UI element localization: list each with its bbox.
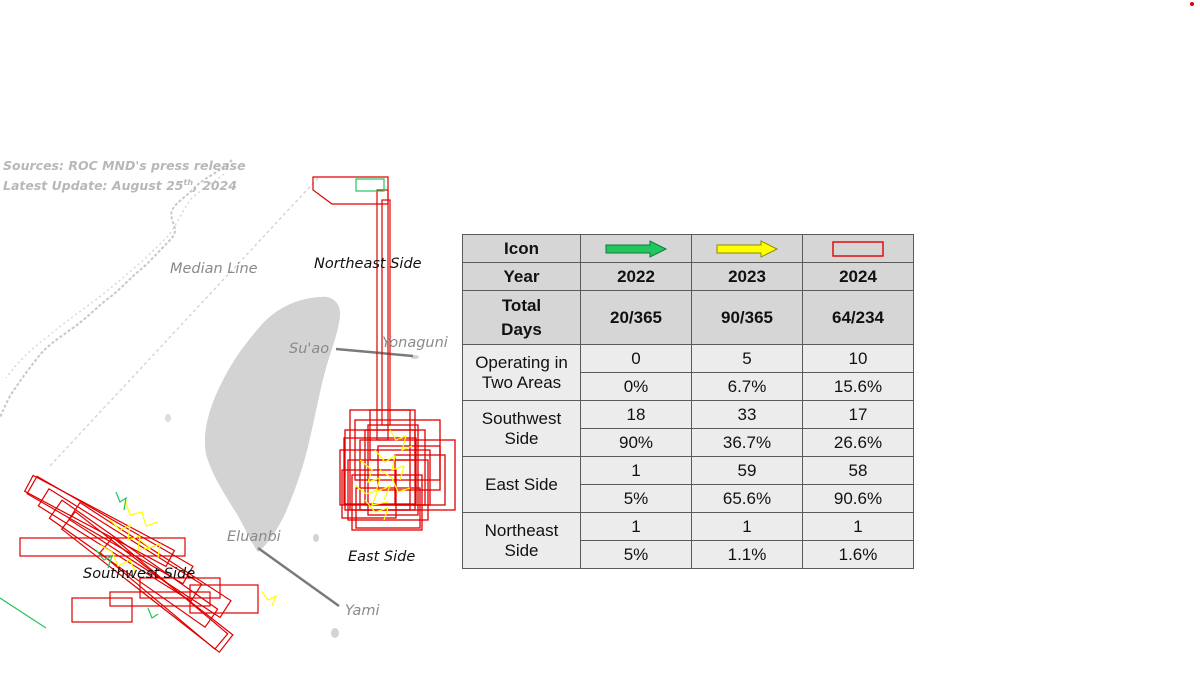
median-line (47, 177, 319, 469)
count-cell: 0 (580, 344, 692, 373)
median-line-label: Median Line (170, 261, 258, 277)
year-row: Year 2022 2023 2024 (462, 262, 914, 291)
red-dot-marker (1190, 2, 1194, 6)
latest-update-line: Latest Update: August 25th, 2024 (3, 178, 237, 194)
count-cell: 59 (691, 456, 803, 485)
stats-table: Icon Year 2022 2023 2024 Total Days 20/36… (462, 234, 914, 569)
percent-cell: 1.1% (691, 540, 803, 569)
eluanbi-callout-line (257, 546, 340, 608)
count-cell: 1 (691, 512, 803, 541)
suao-callout-line (335, 347, 414, 358)
northeast-side-label: Northeast Side (314, 256, 422, 272)
southwest-side-label: Southwest Side (83, 566, 196, 582)
total-days-2022: 20/365 (580, 290, 692, 345)
green-arrow-icon (580, 234, 692, 263)
southwest-2023-arrows (99, 499, 278, 607)
suao-label: Su'ao (289, 341, 330, 357)
yellow-arrow-icon (691, 234, 803, 263)
count-cell: 17 (802, 400, 914, 429)
red-rectangle-icon (802, 234, 914, 263)
china-coastline (0, 159, 233, 419)
percent-cell: 1.6% (802, 540, 914, 569)
percent-cell: 36.7% (691, 428, 803, 457)
total-days-2023: 90/365 (691, 290, 803, 345)
southwest-2022-arrows (0, 491, 159, 629)
taiwan-island (204, 296, 341, 552)
count-cell: 1 (580, 512, 692, 541)
group-label-northeast: Northeast Side (462, 512, 581, 569)
table-row: Southwest Side 18 33 17 (462, 400, 914, 457)
table-row: Northeast Side 1 1 1 (462, 512, 914, 569)
count-cell: 33 (691, 400, 803, 429)
group-label-two-areas: Operating in Two Areas (462, 344, 581, 401)
yami-label: Yami (345, 603, 380, 619)
total-days-row: Total Days 20/365 90/365 64/234 (462, 290, 914, 345)
total-days-2024: 64/234 (802, 290, 914, 345)
year-2023: 2023 (691, 262, 803, 291)
table-row: East Side 1 59 58 (462, 456, 914, 513)
percent-cell: 6.7% (691, 372, 803, 401)
penghu-island (165, 414, 171, 422)
east-side-2023-arrows (354, 429, 413, 521)
icon-row: Icon (462, 234, 914, 263)
percent-cell: 0% (580, 372, 692, 401)
group-label-southwest: Southwest Side (462, 400, 581, 457)
count-cell: 58 (802, 456, 914, 485)
orchid-island (331, 628, 339, 638)
icon-header: Icon (462, 234, 581, 263)
yonaguni-label: Yonaguni (382, 335, 448, 351)
group-label-east-side: East Side (462, 456, 581, 513)
table-row: 90% 36.7% 26.6% (463, 428, 914, 457)
percent-cell: 5% (580, 540, 692, 569)
table-row: 5% 1.1% 1.6% (463, 540, 914, 569)
eluanbi-label: Eluanbi (227, 529, 281, 545)
percent-cell: 90% (580, 428, 692, 457)
total-days-header: Total Days (462, 290, 581, 345)
percent-cell: 26.6% (802, 428, 914, 457)
year-header: Year (462, 262, 581, 291)
green-island (313, 534, 319, 542)
count-cell: 1 (802, 512, 914, 541)
count-cell: 1 (580, 456, 692, 485)
percent-cell: 5% (580, 484, 692, 513)
count-cell: 10 (802, 344, 914, 373)
table-row: 0% 6.7% 15.6% (463, 372, 914, 401)
northeast-2022-box (355, 178, 385, 192)
east-side-label: East Side (348, 549, 416, 565)
year-2022: 2022 (580, 262, 692, 291)
sources-line: Sources: ROC MND's press release (3, 158, 246, 173)
southwest-2024-boxes (19, 474, 259, 654)
year-2024: 2024 (802, 262, 914, 291)
percent-cell: 90.6% (802, 484, 914, 513)
east-side-2024-boxes (339, 409, 456, 531)
percent-cell: 15.6% (802, 372, 914, 401)
count-cell: 5 (691, 344, 803, 373)
table-row: Operating in Two Areas 0 5 10 (462, 344, 914, 401)
count-cell: 18 (580, 400, 692, 429)
percent-cell: 65.6% (691, 484, 803, 513)
